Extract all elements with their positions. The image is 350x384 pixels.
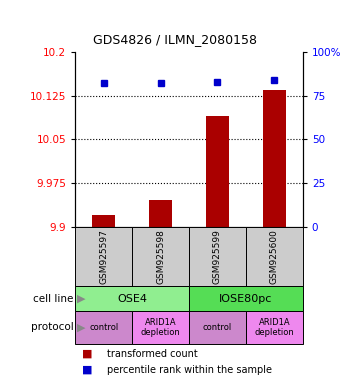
Text: GDS4826 / ILMN_2080158: GDS4826 / ILMN_2080158 — [93, 33, 257, 46]
Bar — [246, 311, 303, 344]
Text: OSE4: OSE4 — [117, 293, 147, 304]
Text: IOSE80pc: IOSE80pc — [219, 293, 273, 304]
Text: GSM925599: GSM925599 — [213, 229, 222, 284]
Text: ▶: ▶ — [77, 322, 85, 333]
Bar — [132, 311, 189, 344]
Bar — [75, 286, 189, 311]
Text: protocol: protocol — [31, 322, 74, 333]
Text: control: control — [89, 323, 118, 332]
Bar — [189, 227, 246, 286]
Bar — [75, 311, 132, 344]
Bar — [92, 215, 115, 227]
Text: cell line: cell line — [33, 293, 74, 304]
Text: ARID1A
depletion: ARID1A depletion — [254, 318, 294, 337]
Bar — [75, 227, 132, 286]
Bar — [263, 90, 286, 227]
Text: ARID1A
depletion: ARID1A depletion — [141, 318, 181, 337]
Text: GSM925598: GSM925598 — [156, 229, 165, 284]
Text: percentile rank within the sample: percentile rank within the sample — [107, 365, 272, 375]
Text: GSM925597: GSM925597 — [99, 229, 108, 284]
Bar — [206, 116, 229, 227]
Bar — [189, 311, 246, 344]
Bar — [246, 227, 303, 286]
Bar — [149, 200, 172, 227]
Text: ■: ■ — [82, 349, 93, 359]
Text: ■: ■ — [82, 365, 93, 375]
Text: ▶: ▶ — [77, 293, 85, 304]
Bar — [189, 286, 303, 311]
Text: GSM925600: GSM925600 — [270, 229, 279, 284]
Bar — [132, 227, 189, 286]
Text: transformed count: transformed count — [107, 349, 197, 359]
Text: control: control — [203, 323, 232, 332]
